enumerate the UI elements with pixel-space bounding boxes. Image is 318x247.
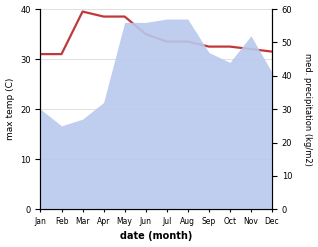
Y-axis label: med. precipitation (kg/m2): med. precipitation (kg/m2) xyxy=(303,53,313,165)
Y-axis label: max temp (C): max temp (C) xyxy=(5,78,15,140)
X-axis label: date (month): date (month) xyxy=(120,231,192,242)
